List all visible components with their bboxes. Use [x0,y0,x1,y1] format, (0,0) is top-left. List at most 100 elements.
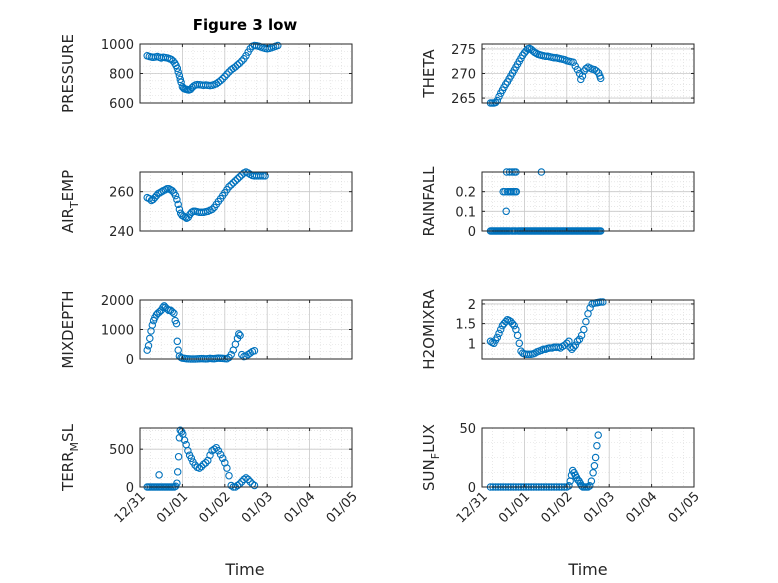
y-tick-label: 600 [109,97,134,112]
data-point [532,49,541,58]
data-point [589,469,597,477]
y-tick-label: 0 [468,225,476,240]
y-tick-label: 1.5 [455,318,476,333]
data-point [566,343,574,351]
data-point [587,477,596,485]
data-point [171,191,180,200]
axes-box [481,171,695,232]
data-point [174,200,182,209]
data-point [148,321,157,329]
axes-mixdepth: 0 1000 2000 MIXDEPTH [59,290,353,369]
data-point [184,446,192,455]
y-tick-label: 2 [468,298,476,313]
data-point [216,450,225,459]
data-point [173,337,182,346]
data-point [571,341,580,349]
x-tick-label: 01/02 [197,489,234,526]
x-tick-label: 01/04 [623,489,660,526]
data-point [174,68,182,76]
data-point [594,431,602,439]
x-tick-label: 01/02 [539,489,576,526]
data-point [227,350,235,359]
data-point [187,208,196,217]
x-axis-label-left: Time [224,560,264,579]
data-point [210,445,218,453]
data-point [218,454,227,463]
data-point [236,331,244,340]
data-point [575,335,584,344]
x-tick-label: 01/03 [581,489,618,526]
axes-box [139,171,353,232]
data-point [515,339,524,348]
data-point [244,475,252,484]
y-tick-label: 0 [126,353,134,368]
data-point [244,169,252,177]
data-point [176,75,185,84]
data-point [493,333,502,342]
x-tick-label: 01/05 [666,489,703,526]
data-point [143,346,151,354]
data-point [590,462,599,470]
data-point [235,330,243,338]
data-point [155,471,163,479]
y-tick-label: 275 [451,43,476,58]
data-point [235,173,244,181]
data-point [145,194,154,203]
data-point [174,452,183,461]
axes-pressure: 600 800 1000 PRESSURE [59,34,353,113]
data-point [168,186,176,195]
data-point [501,317,510,326]
data-point [231,63,240,71]
y-tick-label: 50 [459,422,476,437]
data-point [573,65,582,74]
y-tick-label: 500 [109,443,134,458]
figure-title: Figure 3 low [193,16,298,34]
data-point [592,67,601,75]
data-point [259,172,267,180]
data-point [174,346,182,354]
y-tick-label: 0.2 [455,186,476,201]
data-point [573,337,582,346]
data-point [569,58,577,66]
data-point [493,96,502,105]
data-point [250,481,259,490]
data-point [190,82,198,90]
x-tick-label: 01/03 [239,489,276,526]
data-point [206,451,214,459]
data-point [144,341,153,350]
data-point [177,78,185,87]
data-point [147,327,155,335]
axes-air_temp: 240 260 AIRTEMP [59,168,353,240]
data-point [225,471,233,480]
data-point [221,72,229,81]
data-point [593,441,601,450]
data-point [168,308,176,316]
y-tick-label: 240 [109,225,134,240]
y-axis-label: PRESSURE [59,34,77,113]
x-tick-label: 01/01 [496,489,533,526]
y-tick-label: 0 [468,481,476,496]
data-point [242,52,250,60]
data-point [596,74,605,83]
data-point [146,334,154,343]
y-axis-label: THETA [420,49,438,99]
y-tick-label: 0 [126,481,134,496]
y-tick-label: 1000 [101,38,134,53]
data-point [250,346,259,355]
x-axis-label-right: Time [567,560,607,579]
y-tick-label: 800 [109,68,134,83]
axes-box [481,427,695,488]
data-point [569,343,578,351]
x-tick-label: 01/04 [281,489,318,526]
data-point [170,309,178,318]
y-axis-label: H2OMIXRA [420,289,438,370]
data-point [175,71,184,80]
data-point [238,477,246,486]
y-tick-label: 0.1 [455,205,476,220]
data-point [216,76,225,85]
data-point [599,298,607,306]
data-point [240,475,248,484]
data-point [261,172,269,180]
